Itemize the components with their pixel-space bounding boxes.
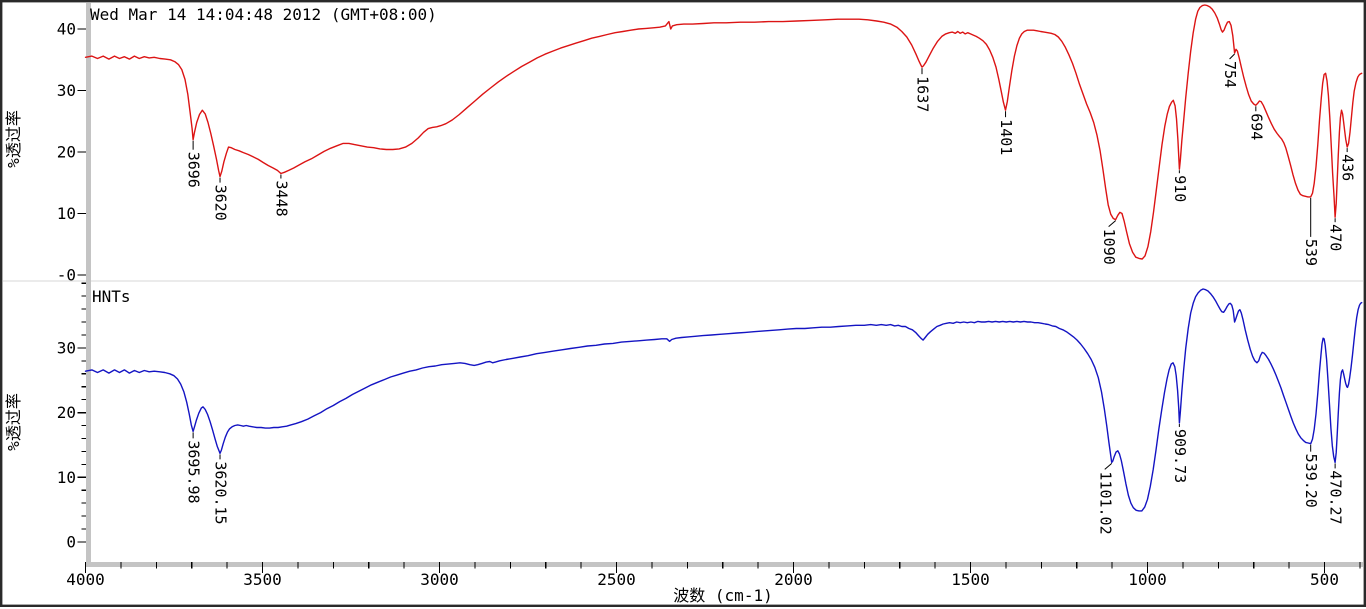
- y-tick-label: -0: [57, 266, 76, 285]
- peak-leader-line: [1108, 220, 1116, 228]
- peak-label: 539: [1302, 239, 1320, 266]
- y-tick-label: 0: [66, 533, 76, 552]
- peak-label: 3620.15: [212, 461, 230, 524]
- peak-annotation-1090: 1090: [1100, 220, 1118, 265]
- peak-annotation-3695.98: 3695.98: [185, 432, 203, 504]
- x-tick-label: 500: [1310, 570, 1339, 589]
- peak-annotation-3696: 3696: [185, 140, 203, 188]
- peak-annotation-3620.15: 3620.15: [212, 454, 230, 525]
- x-axis-title: 波数 (cm-1): [673, 586, 772, 605]
- peak-label: 539.20: [1302, 454, 1320, 508]
- peak-annotation-539: 539: [1302, 197, 1320, 266]
- y-tick-label: 30: [57, 338, 76, 357]
- y-tick-label: 10: [57, 204, 76, 223]
- peak-label: 910: [1171, 175, 1189, 202]
- peak-label: 470: [1327, 224, 1345, 251]
- y-axis-title-bottom: %透过率: [4, 393, 23, 451]
- peak-label: 754: [1221, 61, 1239, 88]
- x-tick-label: 2000: [774, 570, 813, 589]
- x-axis-band: [86, 562, 1363, 567]
- y-axis-band: [86, 3, 91, 567]
- peak-leader-line: [1229, 53, 1235, 60]
- peak-label: 1101.02: [1096, 471, 1114, 534]
- x-axis-ticks: 4000 3500 3000 2500 2000 1500 1000 500: [66, 562, 1361, 589]
- peak-annotation-909.73: 909.73: [1171, 423, 1189, 483]
- x-tick-label: 4000: [66, 570, 105, 589]
- y-tick-label: 20: [57, 403, 76, 422]
- x-tick-label: 3500: [243, 570, 282, 589]
- peak-annotation-694: 694: [1247, 106, 1265, 140]
- bottom-spectrum-panel: 30 20 10 0 3695.98 3620.15 1101.02 909.73 539.20…: [57, 282, 1363, 552]
- peak-label: 436: [1339, 154, 1357, 181]
- peak-annotation-754: 754: [1221, 53, 1239, 88]
- peak-label: 3696: [185, 152, 203, 188]
- y-tick-label: 30: [57, 81, 76, 100]
- top-panel-title: Wed Mar 14 14:04:48 2012 (GMT+08:00): [90, 5, 437, 24]
- y-tick-label: 10: [57, 468, 76, 487]
- top-spectrum-curve: [84, 4, 1363, 260]
- peak-label: 1401: [997, 119, 1015, 155]
- peak-annotation-910: 910: [1171, 170, 1189, 202]
- x-tick-label: 1000: [1128, 570, 1167, 589]
- peak-annotation-3620: 3620: [212, 177, 230, 221]
- peak-annotation-1401: 1401: [997, 111, 1015, 155]
- peak-annotation-3448: 3448: [272, 174, 290, 217]
- bottom-panel-title: HNTs: [92, 287, 131, 306]
- peak-label: 909.73: [1171, 429, 1189, 483]
- peak-annotation-1637: 1637: [914, 68, 932, 112]
- bottom-spectrum-curve: [84, 288, 1363, 512]
- y-tick-label: 40: [57, 20, 76, 39]
- peak-annotation-436: 436: [1339, 148, 1357, 181]
- top-spectrum-panel: 40 30 20 10 -0 3696 3620 3448 1637 1401 1090 910 754…: [57, 4, 1363, 285]
- peak-annotation-1101.02: 1101.02: [1096, 463, 1114, 535]
- x-tick-label: 2500: [597, 570, 636, 589]
- peak-label: 3448: [272, 181, 290, 217]
- peak-label: 1090: [1100, 229, 1118, 265]
- peak-annotation-470.27: 470.27: [1327, 463, 1345, 525]
- y-tick-label: 20: [57, 143, 76, 162]
- x-tick-label: 3000: [420, 570, 459, 589]
- peak-label: 3695.98: [185, 440, 203, 503]
- peak-annotation-539.20: 539.20: [1302, 444, 1320, 508]
- peak-label: 3620: [212, 185, 230, 221]
- x-tick-label: 1500: [951, 570, 990, 589]
- peak-label: 694: [1247, 113, 1265, 140]
- chart-layers: 4000 3500 3000 2500 2000 1500 1000 500 40 30 20 10 -…: [3, 3, 1363, 589]
- peak-label: 470.27: [1327, 470, 1345, 524]
- peak-label: 1637: [914, 76, 932, 112]
- peak-leader-line: [1104, 463, 1113, 470]
- y-axis-title-top: %透过率: [4, 110, 23, 168]
- peak-annotation-470: 470: [1327, 218, 1345, 251]
